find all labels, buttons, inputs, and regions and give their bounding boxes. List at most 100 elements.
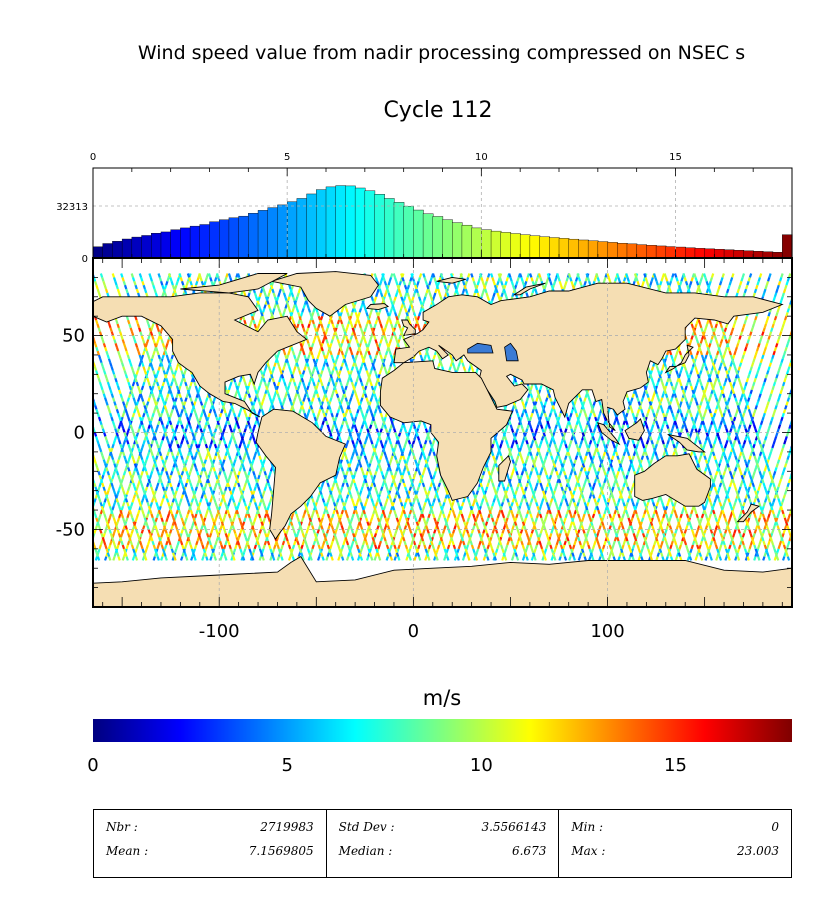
- wind-track-segment: [66, 316, 67, 320]
- wind-track-segment: [64, 421, 65, 425]
- wind-track-segment: [141, 362, 145, 367]
- wind-track-segment: [189, 381, 193, 387]
- wind-track-segment: [309, 521, 314, 526]
- wind-track-segment: [106, 381, 111, 387]
- wind-track-segment: [259, 370, 264, 375]
- wind-track-segment: [311, 509, 316, 515]
- wind-track-segment: [224, 540, 228, 546]
- wind-track-segment: [243, 319, 247, 325]
- wind-track-segment: [126, 354, 131, 360]
- wind-track-segment: [175, 467, 180, 472]
- wind-track-segment: [93, 401, 97, 406]
- wind-track-segment: [49, 409, 50, 413]
- wind-track-segment: [354, 381, 358, 387]
- wind-track-segment: [278, 311, 283, 317]
- wind-track-segment: [146, 482, 150, 488]
- wind-track-segment: [286, 525, 291, 530]
- wind-track-segment: [414, 323, 418, 329]
- wind-track-segment: [337, 467, 341, 472]
- wind-track-segment: [202, 521, 206, 526]
- wind-track-segment: [58, 467, 59, 471]
- wind-track-segment: [82, 277, 83, 281]
- wind-track-segment: [245, 416, 249, 422]
- wind-track-segment: [374, 509, 378, 515]
- wind-track-segment: [111, 397, 116, 402]
- wind-track-segment: [348, 521, 352, 526]
- wind-track-segment: [344, 455, 348, 460]
- wind-track-segment: [102, 486, 106, 492]
- wind-track-segment: [125, 315, 130, 321]
- wind-track-segment: [399, 455, 403, 460]
- wind-track-segment: [316, 370, 320, 375]
- wind-track-segment: [198, 424, 202, 429]
- wind-track-segment: [133, 373, 137, 379]
- wind-track-segment: [383, 416, 387, 422]
- wind-track-segment: [38, 289, 39, 293]
- wind-track-segment: [251, 381, 256, 387]
- wind-track-segment: [91, 510, 92, 514]
- wind-track-segment: [343, 474, 347, 480]
- wind-track-segment: [337, 544, 341, 550]
- wind-track-segment: [160, 420, 164, 426]
- wind-track-segment: [204, 277, 208, 282]
- wind-track-segment: [302, 381, 306, 387]
- wind-track-segment: [290, 292, 295, 298]
- wind-track-segment: [195, 509, 199, 515]
- wind-track-segment: [94, 342, 98, 348]
- wind-track-segment: [217, 277, 221, 282]
- wind-track-segment: [206, 420, 210, 426]
- wind-track-segment: [72, 541, 73, 545]
- wind-track-segment: [84, 452, 85, 456]
- wind-track-segment: [258, 556, 262, 561]
- wind-track-segment: [307, 342, 311, 348]
- wind-track-segment: [372, 412, 377, 418]
- wind-track-segment: [189, 501, 193, 507]
- wind-track-segment: [118, 451, 123, 457]
- wind-track-segment: [339, 405, 344, 410]
- wind-track-segment: [165, 532, 169, 538]
- wind-track-segment: [58, 498, 59, 502]
- wind-track-segment: [339, 311, 343, 317]
- wind-track-segment: [262, 459, 266, 464]
- wind-track-segment: [198, 536, 203, 542]
- wind-track-segment: [155, 323, 159, 329]
- wind-track-segment: [165, 424, 169, 429]
- wind-track-segment: [78, 355, 79, 359]
- wind-track-segment: [262, 544, 266, 550]
- wind-track-segment: [203, 401, 208, 406]
- wind-track-segment: [169, 509, 174, 515]
- wind-track-segment: [307, 397, 311, 402]
- wind-track-segment: [182, 405, 186, 410]
- wind-track-segment: [330, 494, 334, 499]
- wind-track-segment: [350, 393, 354, 398]
- wind-track-segment: [143, 467, 148, 472]
- wind-track-segment: [76, 308, 77, 312]
- wind-track-segment: [278, 288, 282, 294]
- wind-track-segment: [162, 428, 167, 433]
- wind-track-segment: [155, 405, 159, 410]
- wind-track-segment: [34, 363, 35, 367]
- wind-track-segment: [68, 285, 69, 289]
- wind-track-segment: [151, 467, 155, 472]
- wind-track-segment: [408, 428, 412, 433]
- wind-track-segment: [123, 284, 128, 290]
- wind-track-segment: [229, 381, 233, 387]
- wind-track-segment: [225, 416, 230, 422]
- wind-track-segment: [336, 498, 340, 503]
- wind-track-segment: [85, 312, 86, 316]
- wind-track-segment: [64, 367, 65, 371]
- wind-track-segment: [227, 420, 231, 426]
- wind-track-segment: [124, 408, 128, 414]
- wind-track-segment: [155, 467, 159, 472]
- wind-track-segment: [102, 501, 106, 507]
- wind-track-segment: [370, 482, 374, 488]
- wind-track-segment: [289, 311, 293, 317]
- wind-track-segment: [165, 455, 169, 460]
- wind-track-segment: [112, 529, 117, 534]
- wind-track-segment: [112, 517, 117, 523]
- wind-track-segment: [87, 553, 88, 557]
- wind-track-segment: [236, 273, 241, 278]
- wind-track-segment: [59, 405, 60, 409]
- wind-track-segment: [268, 288, 272, 294]
- wind-track-segment: [152, 544, 157, 550]
